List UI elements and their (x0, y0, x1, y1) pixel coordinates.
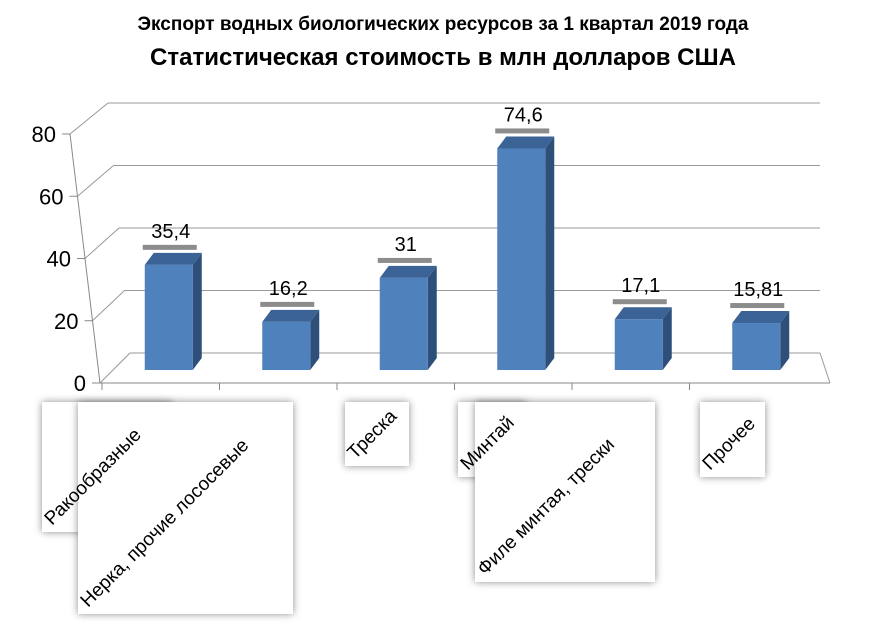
bar-side (192, 252, 202, 370)
data-label: 16,2 (269, 278, 308, 300)
bar-top (262, 309, 320, 322)
data-label-marker (377, 257, 432, 263)
data-label-marker (260, 301, 315, 307)
bar-top (379, 265, 437, 278)
bar (732, 323, 781, 370)
gridline-depth (99, 352, 131, 384)
bar-side (310, 309, 320, 370)
category-label-box (700, 402, 765, 477)
data-label: 74,6 (504, 104, 543, 126)
chart-title: Экспорт водных биологических ресурсов за… (137, 14, 749, 35)
category-label-box (475, 402, 655, 582)
chart-subtitle: Статистическая стоимость в млн долларов … (150, 44, 736, 71)
data-label-marker (495, 128, 550, 134)
bar-top (732, 311, 790, 324)
bar-top (144, 252, 202, 265)
data-label: 31 (395, 234, 417, 256)
y-tick-label: 60 (39, 184, 63, 209)
y-tick-label: 80 (32, 122, 56, 147)
bar (497, 148, 546, 370)
data-label: 35,4 (151, 221, 190, 243)
bar-side (427, 265, 437, 370)
bar (144, 264, 193, 370)
data-label-marker (730, 303, 785, 309)
bar (379, 277, 428, 370)
gridline-depth (84, 227, 120, 259)
y-tick-label: 20 (54, 309, 78, 334)
floor-edge (819, 352, 831, 384)
bar-side (662, 307, 672, 370)
gridline-depth (69, 102, 109, 135)
y-tick-label: 40 (47, 247, 71, 272)
y-axis (69, 133, 101, 384)
bar-side (780, 311, 790, 370)
gridline-depth (92, 290, 125, 322)
bar-side (545, 136, 555, 370)
bar-top (497, 136, 555, 149)
bar (614, 319, 663, 370)
data-label-marker (142, 244, 197, 250)
category-label-box (78, 402, 293, 614)
bar-top (614, 307, 672, 320)
gridline-depth (77, 165, 114, 197)
bar (262, 321, 311, 370)
category-label-box (345, 402, 409, 466)
data-label: 15,81 (733, 279, 783, 301)
data-label-marker (612, 299, 667, 305)
data-label: 17,1 (621, 275, 660, 297)
y-tick-label: 0 (74, 371, 86, 396)
